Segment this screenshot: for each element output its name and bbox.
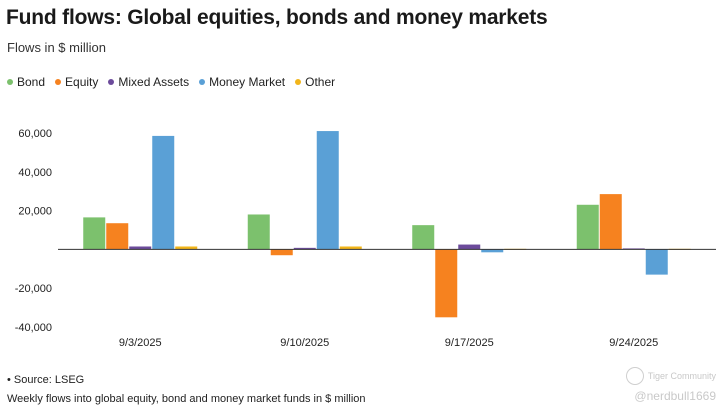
bar-equity	[106, 223, 129, 250]
bar-money-market	[481, 249, 504, 253]
bar-mixed-assets	[129, 246, 152, 250]
legend-dot-bond	[7, 79, 13, 85]
bar-equity	[270, 249, 293, 256]
legend-item-mixed-assets: Mixed Assets	[108, 75, 189, 89]
bar-bond	[83, 217, 106, 250]
bar-mixed-assets	[293, 247, 316, 250]
watermark-brand: Tiger Community	[625, 367, 716, 385]
bar-other	[339, 246, 362, 250]
tiger-logo-icon	[625, 367, 644, 385]
bar-money-market	[645, 249, 668, 275]
legend-label-other: Other	[305, 75, 336, 89]
y-tick-label: 40,000	[18, 167, 52, 179]
bar-equity	[599, 194, 622, 250]
source-note: • Source: LSEG	[7, 374, 85, 386]
bar-bond	[412, 225, 435, 250]
legend-label-money-market: Money Market	[209, 75, 286, 89]
bar-equity	[435, 249, 458, 318]
legend-label-bond: Bond	[17, 75, 46, 89]
x-tick-label: 9/3/2025	[119, 337, 162, 349]
x-tick-label: 9/17/2025	[445, 337, 494, 349]
legend-item-bond: Bond	[7, 75, 45, 89]
bar-mixed-assets	[458, 244, 481, 250]
legend-item-other: Other	[295, 75, 335, 89]
bar-other	[175, 246, 198, 250]
bar-money-market	[316, 131, 339, 250]
chart-description: Weekly flows into global equity, bond an…	[7, 393, 366, 405]
legend-item-money-market: Money Market	[199, 75, 285, 89]
bar-money-market	[152, 135, 175, 250]
chart-title: Fund flows: Global equities, bonds and m…	[6, 6, 548, 29]
legend-label-equity: Equity	[65, 75, 99, 89]
legend-dot-equity	[55, 79, 62, 85]
legend: Bond Equity Mixed Assets Money Market Ot…	[7, 75, 345, 89]
x-tick-label: 9/10/2025	[280, 337, 329, 349]
legend-item-equity: Equity	[55, 75, 98, 89]
y-tick-label: -20,000	[15, 283, 52, 295]
legend-dot-mixed-assets	[108, 79, 115, 85]
legend-label-mixed-assets: Mixed Assets	[118, 75, 190, 89]
bar-bond	[247, 214, 270, 250]
watermark-brand-text: Tiger Community	[647, 371, 716, 381]
y-tick-label: 20,000	[18, 206, 52, 218]
chart-subtitle: Flows in $ million	[7, 40, 106, 55]
bar-bond	[576, 204, 599, 250]
x-tick-label: 9/24/2025	[609, 337, 658, 349]
watermark-handle: @nerdbull1669	[634, 389, 716, 403]
legend-dot-money-market	[199, 79, 206, 85]
y-tick-label: -40,000	[15, 322, 52, 334]
legend-dot-other	[295, 79, 302, 85]
y-tick-label: 60,000	[18, 128, 52, 140]
